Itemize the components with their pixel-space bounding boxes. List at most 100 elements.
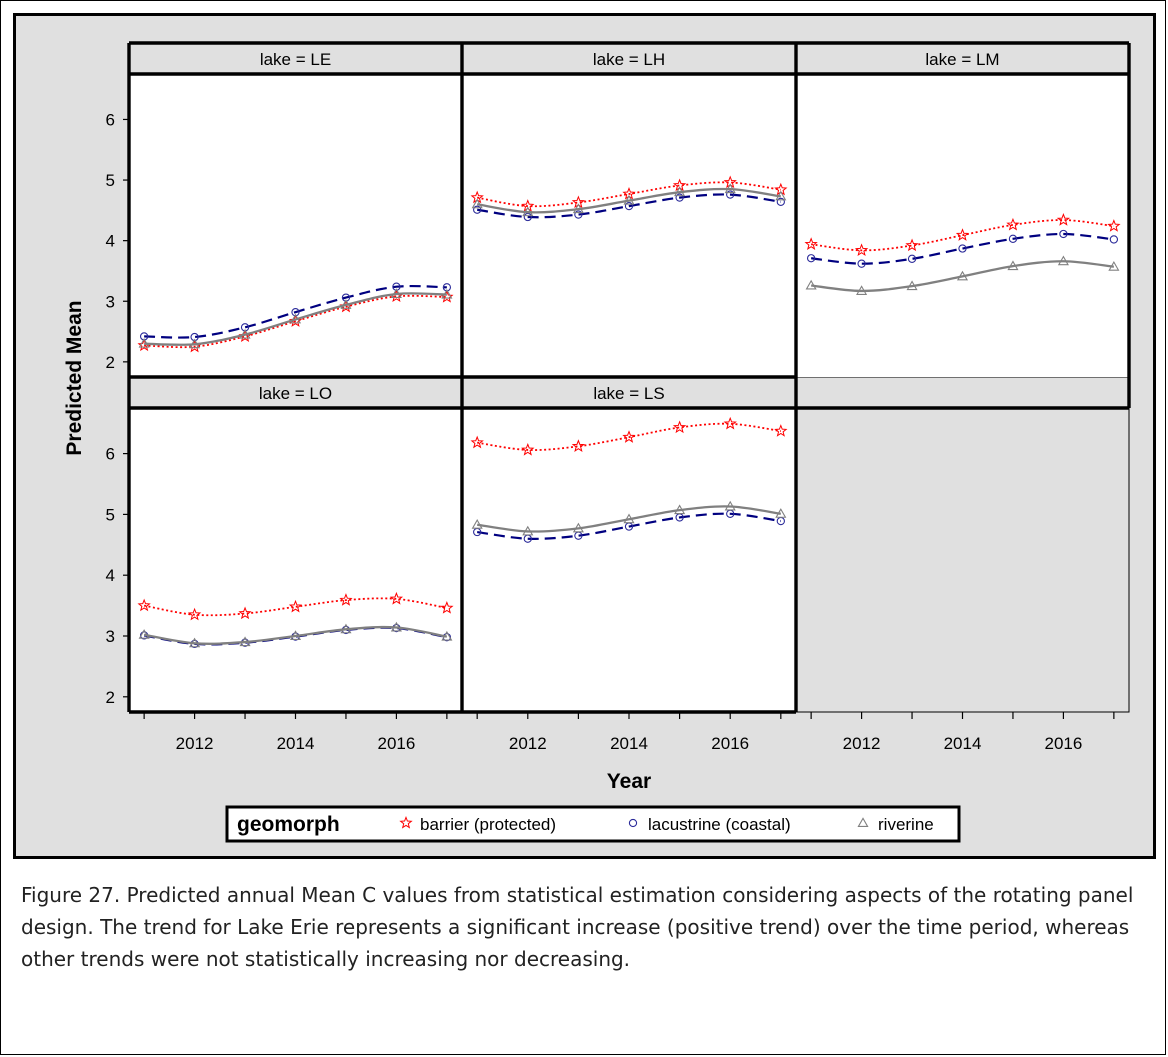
data-point	[572, 203, 584, 214]
x-axis-title: Year	[607, 770, 651, 793]
y-tick-label: 5	[106, 505, 115, 524]
data-point	[471, 519, 483, 529]
data-point	[471, 198, 483, 209]
data-point	[521, 442, 535, 456]
x-tick-label: 2016	[377, 734, 415, 753]
data-point	[470, 435, 484, 449]
series-line	[811, 232, 1114, 265]
data-point	[907, 254, 917, 263]
data-point	[1059, 229, 1068, 239]
data-point	[441, 630, 453, 641]
legend-label: barrier (protected)	[420, 815, 556, 834]
y-tick-label: 5	[106, 171, 115, 190]
y-tick-label: 3	[106, 292, 115, 311]
figure-caption: Figure 27. Predicted annual Mean C value…	[21, 883, 1134, 971]
x-tick-label: 2014	[277, 734, 315, 753]
data-point	[339, 593, 353, 606]
data-point	[137, 598, 151, 612]
data-point	[522, 525, 534, 536]
panel-chart: lake = LE lake = LH lake = LM lake = LO lake…	[63, 41, 1131, 843]
data-point	[723, 416, 737, 430]
data-point	[574, 210, 583, 219]
series-line	[144, 294, 447, 349]
y-tick-label: 6	[106, 110, 115, 129]
x-tick-label: 2016	[1044, 734, 1082, 753]
panel-strip	[462, 377, 796, 408]
data-point	[238, 606, 252, 620]
data-point	[138, 337, 150, 348]
legend-marker	[857, 817, 869, 828]
data-point	[523, 212, 532, 222]
series-line	[477, 193, 781, 219]
data-point	[473, 205, 482, 214]
panel-strip	[129, 377, 462, 408]
data-point	[804, 237, 818, 250]
data-point	[1108, 260, 1120, 271]
y-tick-label: 2	[106, 688, 115, 707]
series-line	[477, 422, 781, 451]
legend-box	[225, 805, 961, 843]
panel-strip-label: lake = LS	[593, 384, 664, 403]
x-tick-label: 2014	[944, 734, 982, 753]
panel-background	[129, 408, 462, 712]
legend-title: geomorph	[237, 813, 340, 836]
panel-strip-label: lake = LO	[259, 384, 332, 403]
data-point	[390, 288, 402, 298]
data-point	[806, 254, 816, 263]
data-point	[624, 201, 634, 211]
legend-marker	[628, 818, 638, 828]
data-point	[774, 424, 788, 437]
data-point	[522, 206, 534, 217]
panel-background	[462, 408, 796, 712]
panel-strip-label: lake = LH	[593, 50, 665, 69]
data-point	[1056, 213, 1071, 226]
data-point	[726, 190, 735, 199]
empty-panel	[795, 376, 1130, 713]
series-line	[811, 219, 1114, 252]
data-point	[340, 623, 352, 634]
data-point	[906, 280, 918, 291]
panel-strip	[129, 43, 462, 74]
data-point	[805, 279, 817, 290]
panel-strip-label: lake = LE	[260, 50, 331, 69]
data-point	[440, 601, 454, 614]
panel-background	[129, 74, 462, 377]
y-tick-label: 2	[106, 353, 115, 372]
data-point	[1107, 219, 1121, 232]
data-point	[905, 238, 919, 252]
y-tick-label: 4	[106, 232, 115, 251]
series-line	[144, 292, 447, 346]
data-point	[623, 194, 635, 205]
data-point	[675, 193, 684, 202]
data-point	[622, 430, 636, 443]
data-point	[1006, 217, 1020, 231]
data-point	[776, 197, 785, 207]
data-point	[1057, 255, 1069, 266]
x-tick-label: 2012	[843, 734, 881, 753]
legend-marker	[399, 816, 413, 829]
data-point	[289, 313, 302, 324]
data-point	[340, 299, 352, 309]
data-point	[724, 183, 736, 194]
data-point	[724, 500, 736, 511]
data-point	[775, 508, 787, 518]
x-tick-label: 2016	[711, 734, 749, 753]
y-tick-label: 4	[106, 566, 115, 585]
data-point	[138, 629, 150, 639]
data-point	[623, 513, 635, 524]
data-point	[1007, 260, 1019, 271]
data-point	[239, 328, 251, 339]
legend-label: lacustrine (coastal)	[648, 815, 791, 834]
data-point	[189, 637, 201, 648]
data-point	[672, 420, 687, 434]
data-point	[289, 630, 302, 641]
series-line	[477, 512, 781, 540]
data-point	[389, 591, 404, 605]
series-line	[811, 260, 1114, 293]
series-line	[144, 284, 447, 339]
series-line	[477, 187, 781, 214]
data-point	[674, 504, 686, 515]
y-axis-title: Predicted Mean	[63, 300, 86, 455]
panel-strip	[462, 43, 796, 74]
